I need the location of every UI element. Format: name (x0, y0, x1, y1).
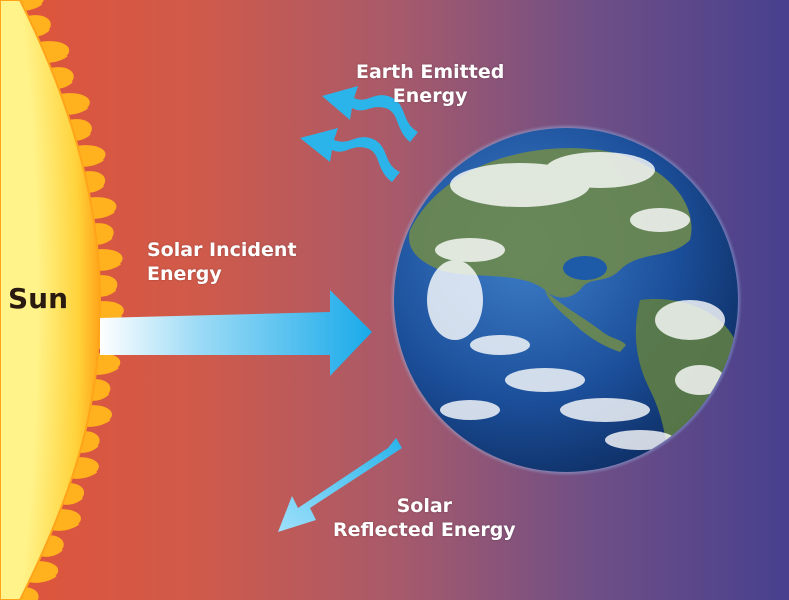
solar-incident-arrow (100, 290, 372, 376)
sun-flame (59, 93, 90, 115)
solar-reflected-label-line2: Reflected Energy (333, 519, 516, 541)
earth-emitted-arrows (300, 86, 418, 182)
solar-incident-energy-label: Solar Incident Energy (147, 238, 297, 286)
solar-incident-label-line2: Energy (147, 263, 222, 285)
sun-flame (75, 145, 106, 167)
solar-reflected-energy-label: Solar Reflected Energy (333, 494, 516, 542)
solar-reflected-label-line1: Solar (396, 495, 453, 517)
sun-flame (93, 301, 124, 323)
emitted-arrow-lower (300, 128, 400, 182)
solar-reflected-arrow (278, 438, 402, 532)
earth-emitted-label-line2: Energy (392, 85, 468, 107)
earth-emitted-energy-label: Earth Emitted Energy (356, 60, 504, 108)
sun-flame (86, 197, 117, 219)
earth (390, 124, 742, 476)
sun-flame (92, 249, 123, 271)
sun-label: Sun (8, 282, 69, 315)
solar-incident-label-line1: Solar Incident (147, 239, 297, 261)
earth-emitted-label-line1: Earth Emitted (356, 61, 505, 83)
sun (0, 0, 102, 600)
emitted-arrow-upper (322, 86, 418, 142)
